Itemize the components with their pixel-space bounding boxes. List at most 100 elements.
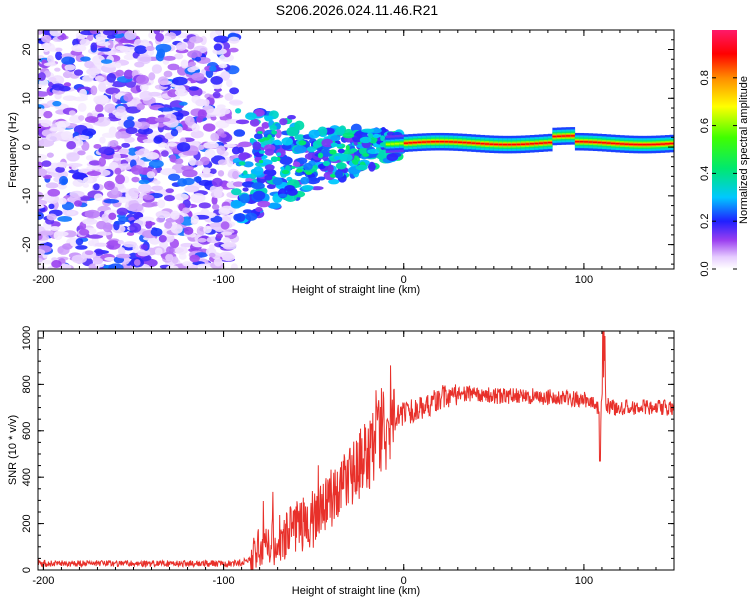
heatmap-cell xyxy=(44,42,55,52)
heatmap-cell xyxy=(169,154,177,163)
heatmap-cell xyxy=(174,193,189,201)
heatmap-cell xyxy=(133,259,141,266)
heatmap-cell xyxy=(250,168,257,175)
heatmap-cell xyxy=(77,150,86,156)
heatmap-cell xyxy=(97,47,112,52)
heatmap-cell xyxy=(258,159,264,164)
heatmap-cell xyxy=(211,195,218,205)
heatmap-cell xyxy=(46,213,57,221)
heatmap-cell xyxy=(145,45,155,52)
heatmap-cell xyxy=(137,54,152,65)
heatmap-cell xyxy=(642,143,648,146)
heatmap-cell xyxy=(89,30,100,35)
colorbar-label: Normalized spectral amplitude xyxy=(738,76,750,224)
heatmap-cell xyxy=(294,120,305,131)
heatmap-cell xyxy=(117,246,126,256)
heatmap-cell xyxy=(287,114,296,120)
heatmap-cell xyxy=(73,69,84,76)
heatmap-cell xyxy=(597,141,603,144)
heatmap-cell xyxy=(330,174,336,178)
heatmap-cell xyxy=(570,135,576,137)
heatmap-cell xyxy=(38,107,43,116)
heatmap-cell xyxy=(101,213,110,223)
heatmap-cell xyxy=(189,36,204,44)
heatmap-cell xyxy=(122,241,137,248)
y-tick-label: -20 xyxy=(21,237,33,253)
heatmap-cell xyxy=(273,139,281,146)
heatmap-cell xyxy=(56,161,69,168)
heatmap-cell xyxy=(134,61,145,68)
heatmap-cell xyxy=(175,42,187,51)
heatmap-cell xyxy=(191,123,200,132)
heatmap-cell xyxy=(128,187,140,197)
heatmap-cell xyxy=(333,155,341,161)
heatmap-cell xyxy=(222,242,237,250)
heatmap-cell xyxy=(41,35,52,43)
heatmap-cell xyxy=(480,142,486,145)
heatmap-cell xyxy=(86,67,101,76)
heatmap-cell xyxy=(552,135,558,138)
y-tick-label: 0 xyxy=(21,567,33,573)
heatmap-cell xyxy=(123,69,134,80)
heatmap-cell xyxy=(213,189,223,199)
heatmap-cell xyxy=(85,155,94,161)
heatmap-cell xyxy=(38,199,48,206)
heatmap-cell xyxy=(48,76,57,83)
colorbar: 0.0 0.2 0.4 0.6 0.8 Normalized spectral ampl… xyxy=(699,30,750,277)
heatmap-cell xyxy=(210,115,217,121)
heatmap-cell xyxy=(245,212,258,221)
heatmap-cell xyxy=(38,260,54,265)
heatmap-cell xyxy=(368,161,376,172)
heatmap-cell xyxy=(176,142,191,152)
heatmap-cell xyxy=(197,238,207,243)
heatmap-cell xyxy=(90,42,98,51)
heatmap-cell xyxy=(38,72,46,81)
heatmap-cell xyxy=(329,149,337,155)
heatmap-cell xyxy=(102,30,118,36)
heatmap-cell xyxy=(579,141,585,143)
colorbar-tick-label: 0.8 xyxy=(699,70,711,85)
heatmap-cell xyxy=(146,171,156,179)
heatmap-cell xyxy=(457,141,463,144)
heatmap-cell xyxy=(270,156,279,163)
spectrogram-frame xyxy=(37,29,675,270)
heatmap-cell xyxy=(182,261,193,267)
heatmap-cell xyxy=(157,107,174,112)
heatmap-cell xyxy=(94,104,104,113)
heatmap-cell xyxy=(93,248,104,256)
heatmap-cell xyxy=(72,172,88,180)
heatmap-cell xyxy=(211,177,223,187)
heatmap-cell xyxy=(116,105,126,113)
heatmap-cell xyxy=(257,138,265,142)
heatmap-cell xyxy=(160,150,169,157)
heatmap-cell xyxy=(223,143,237,148)
heatmap-cell xyxy=(187,50,203,59)
heatmap-cell xyxy=(220,221,230,230)
heatmap-cell xyxy=(131,176,140,183)
heatmap-cell xyxy=(249,118,260,127)
heatmap-cell xyxy=(306,146,317,153)
heatmap-cell xyxy=(103,198,120,204)
heatmap-cell xyxy=(361,128,375,133)
heatmap-cell xyxy=(306,177,321,185)
heatmap-cell xyxy=(511,143,517,146)
heatmap-cell xyxy=(220,133,227,138)
x-tick-label: -200 xyxy=(32,575,54,587)
heatmap-cell xyxy=(267,134,272,139)
heatmap-cell xyxy=(106,34,116,39)
heatmap-cell xyxy=(232,181,244,187)
heatmap-cell xyxy=(153,136,163,144)
heatmap-cell xyxy=(93,183,100,191)
heatmap-cell xyxy=(317,126,328,137)
heatmap-cell xyxy=(106,73,117,83)
heatmap-cell xyxy=(208,252,216,258)
heatmap-cell xyxy=(502,143,508,146)
x-tick-label: 0 xyxy=(401,575,407,587)
heatmap-cell xyxy=(80,56,91,62)
heatmap-cell xyxy=(158,235,167,243)
heatmap-cell xyxy=(139,84,149,92)
heatmap-cell xyxy=(399,142,404,145)
heatmap-cell xyxy=(145,151,160,160)
heatmap-cell xyxy=(242,170,248,176)
